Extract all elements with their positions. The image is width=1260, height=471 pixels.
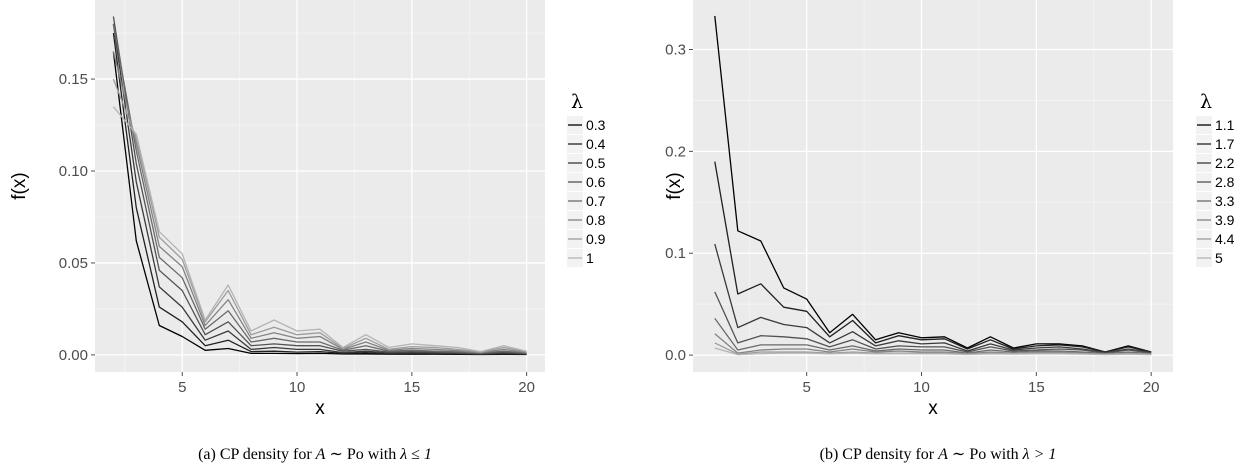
legend-label: 1 bbox=[586, 250, 594, 266]
y-tick-label: 0.15 bbox=[59, 71, 88, 88]
series-line-0.6 bbox=[112, 16, 527, 355]
caption-math-a: A bbox=[315, 446, 326, 463]
caption-rel: ∼ Po with bbox=[325, 446, 400, 463]
x-tick-label: 10 bbox=[289, 379, 306, 396]
legend-label: 1.7 bbox=[1215, 136, 1235, 152]
legend-label: 5 bbox=[1215, 250, 1223, 266]
legend-title: λ bbox=[571, 91, 583, 113]
x-tick-label: 15 bbox=[1028, 379, 1045, 396]
legend-label: 0.5 bbox=[586, 155, 606, 171]
plot-background bbox=[95, 0, 545, 372]
legend-label: 1.1 bbox=[1215, 117, 1235, 133]
series-line-3.3 bbox=[714, 318, 1152, 355]
series-line-0.8 bbox=[112, 51, 527, 354]
chart-panel-0: 5 10 15 20 0.00 0.05 0.10 0.15 x f(x) λ0.3 0.4 0.5 0.… bbox=[9, 0, 606, 463]
legend-label: 3.3 bbox=[1215, 193, 1235, 209]
series-line-2.2 bbox=[714, 243, 1152, 354]
series-line-2.8 bbox=[714, 291, 1152, 354]
caption-math-b: λ ≤ 1 bbox=[399, 446, 432, 463]
legend: λ1.1 1.7 2.2 2.8 3.3 3.9 4.4 5 bbox=[1196, 91, 1235, 267]
y-axis-title: f(x) bbox=[9, 172, 30, 199]
legend-label: 0.8 bbox=[586, 212, 606, 228]
series-line-1.7 bbox=[714, 161, 1152, 353]
legend-label: 2.8 bbox=[1215, 174, 1235, 190]
series-line-1 bbox=[112, 106, 527, 353]
y-tick-label: 0.3 bbox=[665, 42, 686, 59]
y-axis-title: f(x) bbox=[664, 172, 685, 199]
x-tick-label: 10 bbox=[913, 379, 930, 396]
legend: λ0.3 0.4 0.5 0.6 0.7 0.8 0.9 1 bbox=[567, 91, 606, 267]
caption-math-b: λ > 1 bbox=[1022, 446, 1057, 463]
series-line-1.1 bbox=[714, 15, 1152, 353]
caption-rel: ∼ Po with bbox=[948, 446, 1023, 463]
y-tick-label: 0.10 bbox=[59, 163, 88, 180]
chart-panel-1: 5 10 15 20 0.0 0.1 0.2 0.3 x f(x) λ1.1 1.7 2.2 2.8 3.3… bbox=[664, 0, 1235, 463]
series-line-0.9 bbox=[112, 78, 527, 353]
plot-background bbox=[693, 0, 1173, 372]
x-tick-label: 20 bbox=[518, 379, 535, 396]
legend-label: 4.4 bbox=[1215, 231, 1235, 247]
series-line-5 bbox=[714, 347, 1152, 356]
legend-label: 3.9 bbox=[1215, 212, 1235, 228]
legend-label: 2.2 bbox=[1215, 155, 1235, 171]
figure-caption: (a) CP density for A ∼ Po with λ ≤ 1 bbox=[198, 446, 432, 463]
caption-math-a: A bbox=[937, 446, 948, 463]
x-axis-title: x bbox=[928, 398, 938, 419]
y-tick-label: 0.0 bbox=[665, 347, 686, 364]
y-tick-label: 0.00 bbox=[59, 347, 88, 364]
caption-prefix: (a) CP density for bbox=[198, 446, 316, 463]
y-tick-label: 0.1 bbox=[665, 245, 686, 262]
legend-label: 0.6 bbox=[586, 174, 606, 190]
x-tick-label: 5 bbox=[178, 379, 186, 396]
legend-label: 0.3 bbox=[586, 117, 606, 133]
y-tick-label: 0.2 bbox=[665, 143, 686, 160]
x-axis-title: x bbox=[315, 398, 325, 419]
legend-label: 0.9 bbox=[586, 231, 606, 247]
x-tick-label: 20 bbox=[1143, 379, 1160, 396]
x-tick-label: 5 bbox=[803, 379, 811, 396]
legend-title: λ bbox=[1200, 91, 1212, 113]
figure-caption: (b) CP density for A ∼ Po with λ > 1 bbox=[820, 446, 1057, 463]
caption-prefix: (b) CP density for bbox=[820, 446, 939, 463]
series-line-0.7 bbox=[112, 23, 527, 354]
legend-label: 0.4 bbox=[586, 136, 606, 152]
x-tick-label: 15 bbox=[403, 379, 420, 396]
legend-label: 0.7 bbox=[586, 193, 606, 209]
y-tick-label: 0.05 bbox=[59, 255, 88, 272]
series-line-0.5 bbox=[112, 23, 527, 355]
